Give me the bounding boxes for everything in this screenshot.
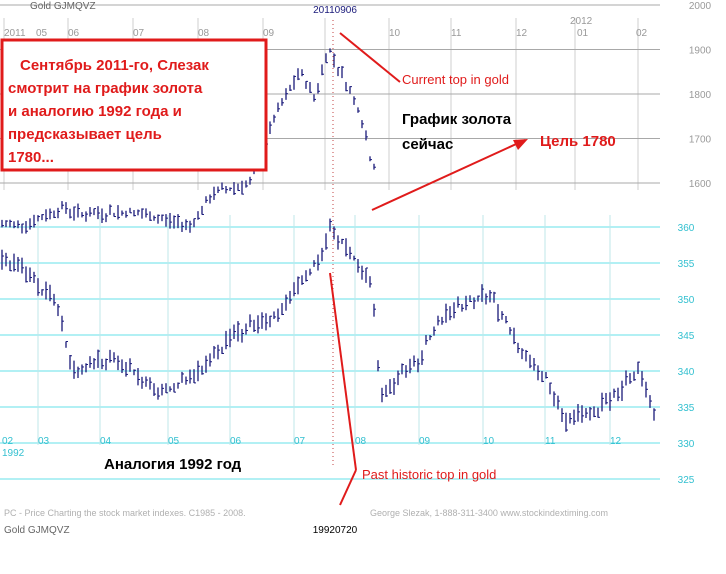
past-top-pointer-tail [339,469,357,506]
x-tick-label-1992: 04 [100,436,112,447]
y-tick-label-2011: 1900 [689,46,712,57]
x-tick-label-2011: 02 [636,28,648,39]
x-tick-label-1992: 03 [38,436,50,447]
summary-box-border [0,38,268,172]
x-tick-label-2011: 10 [389,28,401,39]
x-tick-label-1992: 06 [230,436,242,447]
x-tick-label-2011: 11 [451,28,462,39]
target-label: Цель 1780 [540,133,616,150]
x-tick-label-2011: 05 [36,28,48,39]
x-tick-label-1992: 05 [168,436,180,447]
x-tick-label-2011: 12 [516,28,528,39]
y-tick-label-2011: 1600 [689,179,712,190]
x-tick-label-1992: 07 [294,436,306,447]
current-chart-label-line-2: сейчас [402,136,453,153]
chart-symbol-top: Gold GJMQVZ [30,1,96,12]
x-tick-label-1992: 02 [2,436,14,447]
series-1992-bars [1,218,656,432]
footer-right-text: George Slezak, 1-888-311-3400 www.stocki… [370,508,608,518]
analogy-label: Аналогия 1992 год [104,456,242,473]
y-tick-label-1992: 325 [678,475,695,486]
current-top-label: Current top in gold [402,72,509,87]
chart-symbol-bottom: Gold GJMQVZ [4,525,70,536]
x-tick-label-2011: 01 [577,28,589,39]
x-tick-label-2011: 09 [263,28,275,39]
y-tick-label-1992: 335 [678,403,695,414]
summary-box: Сентябрь 2011-го, Слезак смотрит на граф… [0,38,268,172]
x-tick-label-2011: 08 [198,28,210,39]
y-tick-label-2011: 2000 [689,1,712,12]
summary-line-1: Сентябрь 2011-го, Слезак [20,57,209,74]
x-tick-label-2011: 06 [68,28,80,39]
x-tick-label-2011: 07 [133,28,145,39]
top-date-marker: 20110906 [313,5,357,16]
y-tick-label-1992: 355 [678,259,695,270]
target-arrowhead [513,139,528,150]
x-tick-label-1992: 09 [419,436,431,447]
y-tick-label-1992: 345 [678,331,695,342]
x-tick-label-1992: 11 [545,436,556,447]
y-tick-label-1992: 330 [678,439,695,450]
y-tick-label-1992: 340 [678,367,695,378]
past-top-pointer [329,272,357,471]
summary-line-2: смотрит на график золота [8,80,203,97]
current-chart-label-line-1: График золота [402,111,512,128]
x-tick-label-2011: 2012 [570,16,593,27]
y-tick-label-2011: 1800 [689,90,712,101]
x-tick-label-1992: 08 [355,436,367,447]
x-tick-label-1992: 10 [483,436,495,447]
y-tick-label-1992: 350 [678,295,695,306]
series-2011-bars [1,48,376,234]
target-arrow-shaft [371,139,526,211]
summary-line-4: предсказывает цель [8,126,162,143]
summary-line-5: 1780... [8,149,54,166]
past-top-label: Past historic top in gold [362,467,496,482]
y-tick-label-1992: 360 [678,223,695,234]
summary-line-3: и аналогию 1992 года и [8,103,182,120]
y-tick-label-2011: 1700 [689,135,712,146]
bottom-date-marker: 19920720 [313,525,358,536]
footer-left-text: PC - Price Charting the stock market ind… [4,508,246,518]
current-top-pointer [339,32,401,83]
x-tick-label-1992: 1992 [2,448,25,459]
x-tick-label-2011: 2011 [4,28,26,39]
x-tick-label-1992: 12 [610,436,622,447]
